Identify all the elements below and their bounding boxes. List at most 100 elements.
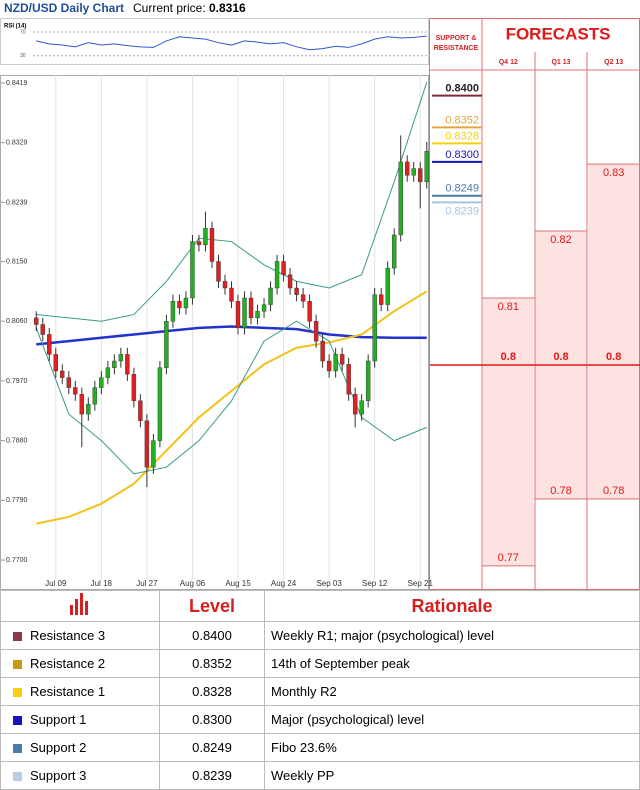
table-row: Resistance 2 0.8352 14th of September peak (0, 649, 640, 678)
candle-body (261, 304, 267, 312)
level-name: Resistance 2 (30, 656, 106, 671)
overlay-line (36, 290, 428, 525)
name-cell: Support 3 (0, 761, 160, 790)
y-tick-label: 30 (20, 53, 26, 59)
x-tick-label: Aug 06 (180, 579, 206, 588)
forecast-range (483, 298, 534, 566)
candle-body (255, 311, 260, 319)
candle-body (99, 377, 104, 388)
rationale-cell: Monthly R2 (264, 677, 640, 706)
name-cell: Resistance 1 (0, 677, 160, 706)
candle-body (392, 234, 397, 269)
color-swatch (13, 772, 22, 782)
overlay-line (36, 82, 428, 322)
price-label: Current price: (133, 1, 206, 15)
candle-body (281, 261, 286, 275)
name-cell: Support 1 (0, 705, 160, 734)
candle-body (183, 297, 189, 309)
candle-body (352, 393, 358, 415)
candle-body (372, 294, 377, 362)
x-tick-label: Aug 24 (271, 579, 297, 588)
level-label: 0.8300 (445, 149, 479, 161)
candle-body (125, 354, 130, 375)
candle-body (418, 168, 423, 183)
rationale-cell: 14th of September peak (264, 649, 640, 678)
candle-body (229, 287, 234, 302)
level-cell: 0.8328 (159, 677, 265, 706)
levels-table: Level Rationale Resistance 3 0.8400 Weekly… (0, 590, 640, 790)
plot-frame (0, 75, 429, 590)
center-label: 0.8 (606, 351, 621, 363)
center-label: 0.8 (501, 351, 516, 363)
header-icon (0, 590, 160, 622)
candle-body (268, 287, 273, 305)
x-tick-label: Sep 21 (408, 579, 434, 588)
rationale-cell: Weekly R1; major (psychological) level (264, 621, 640, 650)
candle-body (424, 151, 429, 183)
upper-label: 0.82 (550, 234, 571, 246)
candle-body (170, 301, 176, 322)
candle-body (203, 228, 208, 246)
candle-body (73, 387, 78, 395)
candle-body (92, 387, 98, 405)
candle-body (105, 367, 111, 378)
candle-body (339, 354, 345, 365)
overlay-line (36, 325, 427, 346)
y-tick-label: 0.8329 (6, 140, 28, 147)
candle-body (177, 301, 182, 309)
candle-body (66, 377, 71, 388)
candle-body (294, 287, 299, 295)
candle-body (86, 403, 91, 415)
candle-body (138, 400, 143, 421)
candle-body (333, 354, 338, 372)
level-name: Resistance 1 (30, 684, 106, 699)
candle-body (346, 364, 351, 395)
chart-title: NZD/USD Daily Chart (4, 1, 124, 15)
table-row: Support 2 0.8249 Fibo 23.6% (0, 733, 640, 762)
level-name: Support 1 (30, 712, 87, 727)
x-tick-label: Sep 12 (362, 579, 388, 588)
x-tick-label: Jul 18 (91, 579, 113, 588)
level-cell: 0.8352 (159, 649, 265, 678)
candle-body (131, 374, 137, 402)
y-tick-label: 70 (20, 29, 26, 35)
level-cell: 0.8400 (159, 621, 265, 650)
header-cell: Level (159, 590, 265, 622)
center-label: 0.8 (553, 351, 568, 363)
column-label: Q4 12 (499, 59, 518, 66)
x-tick-label: Aug 15 (225, 579, 251, 588)
x-tick-label: Sep 03 (316, 579, 342, 588)
candle-body (47, 334, 52, 355)
level-label: 0.8352 (445, 114, 479, 126)
current-price: 0.8316 (209, 1, 246, 15)
candle-body (300, 294, 306, 302)
y-tick-label: 0.7700 (6, 557, 28, 564)
candle-body (235, 301, 241, 329)
candle-body (196, 241, 202, 246)
table-row: Support 1 0.8300 Major (psychological) lev… (0, 705, 640, 734)
upper-label: 0.81 (498, 301, 519, 313)
color-swatch (13, 716, 22, 726)
color-swatch (13, 660, 22, 670)
level-label: 0.8328 (445, 130, 479, 142)
candle-body (40, 324, 45, 335)
candle-body (274, 261, 280, 289)
candle-body (164, 320, 169, 368)
rationale-cell: Weekly PP (264, 761, 640, 790)
candle-body (411, 168, 416, 176)
candle-body (190, 241, 195, 299)
table-row: Resistance 3 0.8400 Weekly R1; major (psyc… (0, 621, 640, 650)
candle-body (359, 400, 364, 415)
column-label: Q1 13 (551, 59, 570, 66)
candle-body (378, 294, 384, 305)
levels-title: SUPPORT & RESISTANCE (433, 35, 479, 52)
candle-body (385, 267, 390, 305)
x-tick-label: Jul 09 (45, 579, 67, 588)
column-label: Q2 13 (604, 59, 623, 66)
rsi-title: RSI (14) (4, 24, 26, 30)
lower-label: 0.78 (550, 485, 571, 497)
candle-body (307, 301, 312, 322)
forecast-title: FORECASTS (506, 24, 611, 43)
candle-body (209, 228, 215, 262)
